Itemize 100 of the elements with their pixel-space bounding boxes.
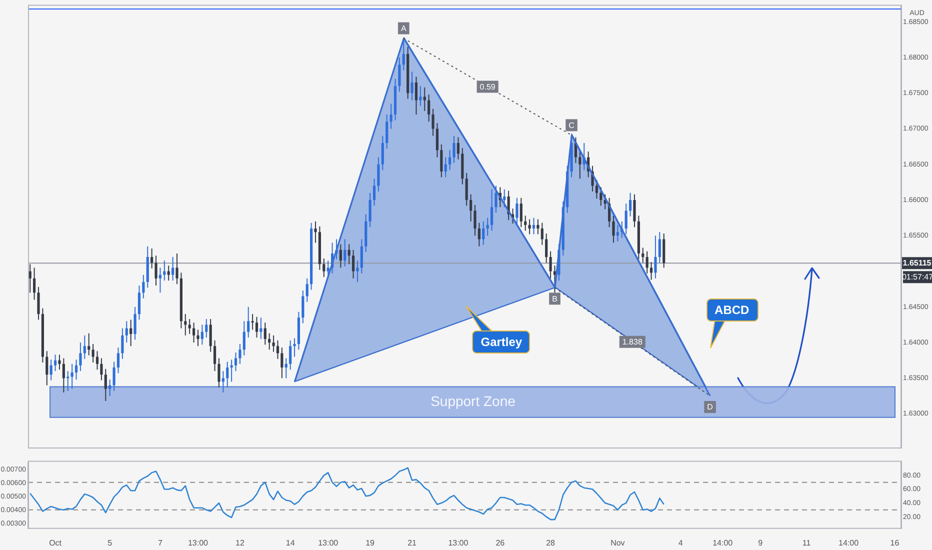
candlestick <box>322 258 326 278</box>
candlestick <box>654 235 657 279</box>
candlestick <box>490 188 494 232</box>
candlestick <box>650 262 653 280</box>
candlestick <box>516 197 518 224</box>
x-tick-label: Nov <box>610 538 625 548</box>
candlestick <box>163 260 166 282</box>
band-label: Support Zone <box>430 392 516 409</box>
candlestick <box>134 306 136 340</box>
candlestick <box>138 285 141 320</box>
candlestick <box>196 329 200 347</box>
candlestick <box>419 86 422 106</box>
candlestick <box>218 358 220 388</box>
candlestick <box>108 379 112 396</box>
annotation: 1.838 <box>622 338 643 347</box>
candlestick <box>486 217 489 236</box>
candlestick <box>100 358 103 381</box>
candlestick <box>242 320 246 356</box>
candlestick <box>125 320 128 344</box>
candlestick <box>37 286 40 320</box>
ref-line-label: 1.65115 <box>902 258 932 268</box>
candlestick <box>83 334 86 360</box>
x-tick-label: 7 <box>158 538 163 548</box>
candlestick <box>642 247 644 264</box>
candlestick <box>276 340 280 360</box>
candlestick <box>154 255 158 286</box>
candlestick <box>130 319 132 347</box>
candlestick <box>578 150 582 180</box>
candlestick <box>633 194 636 228</box>
candlestick <box>272 334 275 352</box>
x-tick-label: 19 <box>366 538 376 548</box>
candlestick <box>524 215 527 232</box>
data-label: B <box>552 294 558 304</box>
candlestick <box>167 265 170 282</box>
candlestick <box>184 314 187 336</box>
candlestick <box>247 306 250 338</box>
candlestick <box>540 222 544 246</box>
x-tick-label: 13:00 <box>188 538 209 548</box>
candlestick <box>92 343 94 363</box>
candlestick <box>352 249 355 279</box>
data-label: C <box>568 120 575 130</box>
candlestick <box>503 188 506 208</box>
candlestick <box>398 57 401 92</box>
candlestick <box>360 238 363 274</box>
candlestick <box>549 250 552 279</box>
x-tick-label: 14 <box>286 538 296 548</box>
x-tick-label: 14:00 <box>838 538 860 548</box>
candlestick <box>188 318 191 334</box>
x-tick-label: 28 <box>546 538 556 548</box>
candlestick <box>88 332 90 356</box>
annotation: 0.59 <box>480 82 496 92</box>
candlestick <box>213 340 216 372</box>
candlestick <box>121 328 124 360</box>
candlestick <box>482 220 485 246</box>
candlestick <box>255 316 258 338</box>
candlestick <box>474 204 476 236</box>
data-label: D <box>707 402 714 412</box>
candlestick <box>150 248 154 269</box>
candlestick <box>158 267 162 294</box>
candlestick <box>172 256 174 282</box>
candlestick <box>112 361 116 392</box>
candlestick <box>302 290 304 324</box>
candlestick <box>520 197 522 228</box>
candlestick <box>478 222 480 247</box>
candlestick <box>280 347 284 379</box>
candlestick <box>192 322 196 344</box>
x-tick-label: 13:00 <box>448 538 469 548</box>
candlestick <box>448 150 452 171</box>
candlestick <box>600 186 602 206</box>
candlestick <box>494 185 498 214</box>
candlestick <box>200 324 204 346</box>
annotation: Gartley <box>480 334 522 349</box>
candlestick <box>79 342 82 372</box>
candlestick <box>628 192 632 217</box>
candlestick <box>50 359 52 381</box>
candlestick <box>344 238 346 267</box>
candlestick <box>66 370 70 392</box>
x-tick-label: 4 <box>678 538 684 548</box>
candlestick <box>226 361 229 388</box>
candlestick <box>251 314 254 330</box>
candlestick <box>456 136 460 160</box>
candlestick <box>348 244 350 265</box>
candlestick <box>264 322 266 346</box>
candlestick <box>230 359 233 382</box>
x-tick-label: 12 <box>236 538 245 548</box>
candlestick <box>414 76 418 116</box>
candlestick <box>293 338 296 358</box>
candlestick <box>234 352 238 372</box>
candlestick <box>372 178 376 206</box>
candlestick <box>536 218 540 235</box>
x-tick-label: 14:00 <box>712 538 734 548</box>
candlestick <box>658 232 661 264</box>
candlestick <box>595 180 598 200</box>
candlestick <box>209 318 212 352</box>
candlestick <box>58 354 61 370</box>
candlestick <box>528 218 531 235</box>
candlestick <box>74 359 78 380</box>
candlestick <box>284 358 288 379</box>
candlestick <box>314 220 317 244</box>
x-tick-label: 13:00 <box>318 538 339 548</box>
